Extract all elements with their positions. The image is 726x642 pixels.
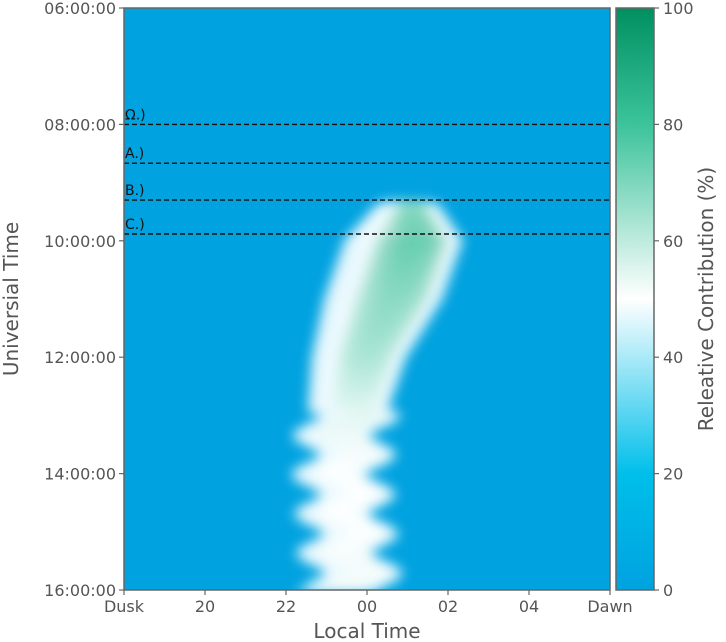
y-tick-label: 12:00:00 bbox=[44, 348, 116, 367]
x-axis: Dusk 20 22 00 02 04 Dawn bbox=[104, 590, 633, 616]
x-tick-label: 00 bbox=[357, 597, 377, 616]
reference-lines: Ω.) A.) B.) C.) bbox=[124, 107, 610, 235]
y-axis: 06:00:00 08:00:00 10:00:00 12:00:00 14:00:00… bbox=[44, 0, 124, 600]
y-tick-label: 10:00:00 bbox=[44, 232, 116, 251]
x-tick-label: Dusk bbox=[104, 597, 145, 616]
y-tick-label: 06:00:00 bbox=[44, 0, 116, 18]
colorbar bbox=[615, 7, 655, 591]
x-tick-label: 02 bbox=[438, 597, 458, 616]
heat-cell bbox=[320, 586, 366, 590]
colorbar-tick-label: 40 bbox=[663, 348, 683, 367]
x-tick-label: Dawn bbox=[587, 597, 632, 616]
x-axis-title: Local Time bbox=[313, 619, 420, 642]
colorbar-tick-label: 0 bbox=[663, 581, 673, 600]
reference-line-label: B.) bbox=[125, 183, 145, 199]
x-tick-label: 22 bbox=[276, 597, 296, 616]
colorbar-title: Releative Contribution (%) bbox=[694, 167, 718, 431]
y-axis-title: Universial Time bbox=[0, 222, 23, 376]
colorbar-tick-label: 60 bbox=[663, 232, 683, 251]
y-tick-label: 14:00:00 bbox=[44, 465, 116, 484]
colorbar-ticks: 0 20 40 60 80 100 bbox=[654, 0, 694, 600]
y-tick-label: 16:00:00 bbox=[44, 581, 116, 600]
reference-line-label: A.) bbox=[125, 146, 144, 162]
colorbar-tick-label: 80 bbox=[663, 115, 683, 134]
colorbar-tick-label: 20 bbox=[663, 465, 683, 484]
x-tick-label: 20 bbox=[195, 597, 215, 616]
reference-line-label: C.) bbox=[125, 217, 145, 233]
y-tick-label: 08:00:00 bbox=[44, 115, 116, 134]
reference-line-label: Ω.) bbox=[125, 107, 146, 123]
x-tick-label: 04 bbox=[519, 597, 539, 616]
colorbar-tick-label: 100 bbox=[663, 0, 694, 18]
heat-layer bbox=[290, 200, 465, 590]
